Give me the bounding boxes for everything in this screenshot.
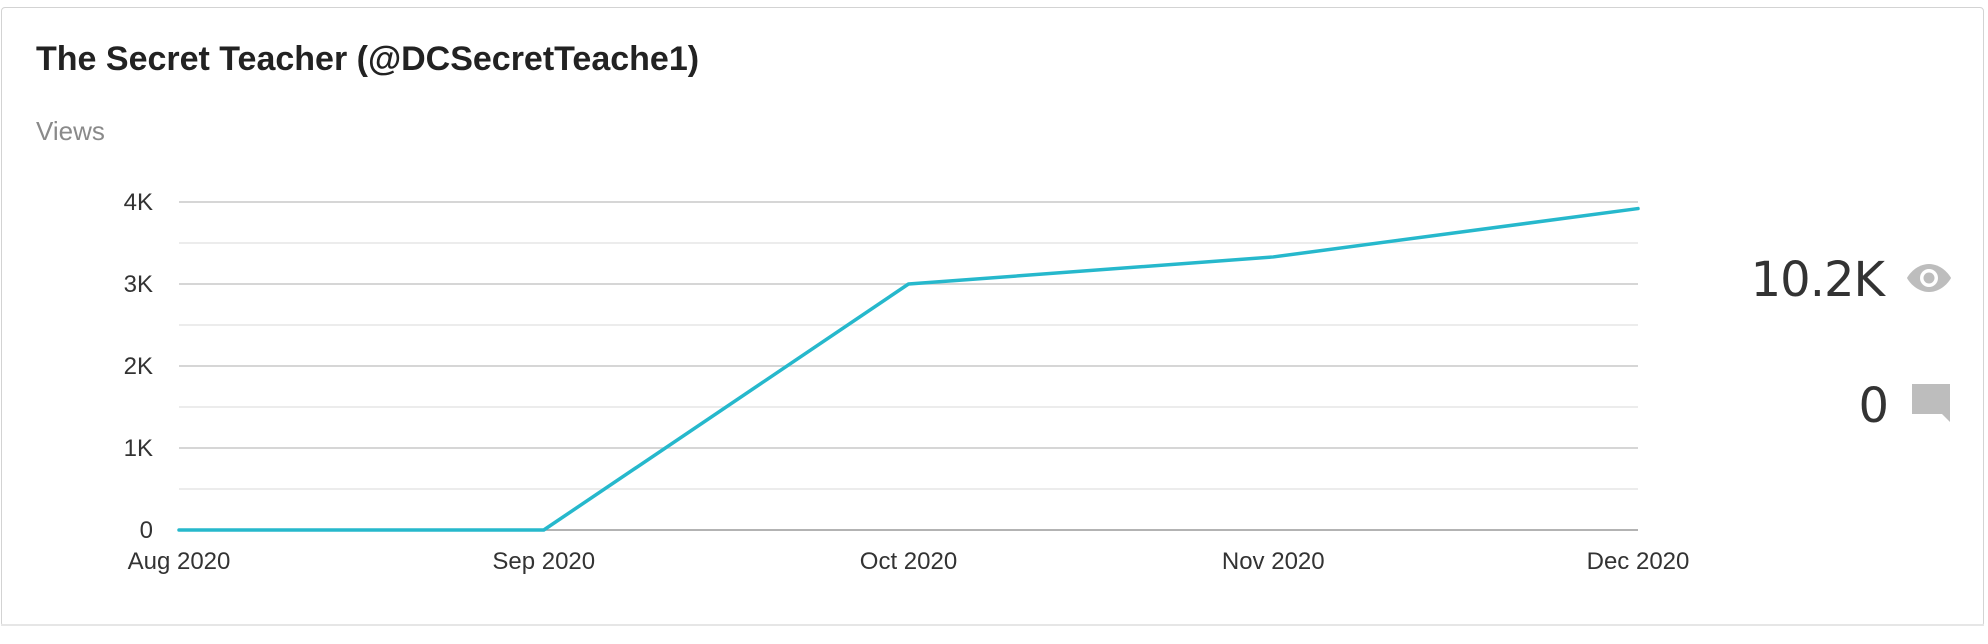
comment-icon (1910, 382, 1952, 431)
x-tick-label: Sep 2020 (492, 548, 595, 575)
next-card-edge (1, 624, 1984, 644)
x-tick-label: Oct 2020 (860, 548, 957, 575)
y-tick-label: 1K (124, 435, 153, 462)
views-count: 10.2K (1751, 252, 1884, 308)
eye-icon (1906, 262, 1952, 299)
views-stat: 10.2K (1751, 252, 1952, 308)
comments-count: 0 (1858, 378, 1888, 434)
y-tick-label: 2K (124, 353, 153, 380)
x-tick-label: Aug 2020 (128, 548, 231, 575)
comments-stat: 0 (1858, 378, 1952, 434)
x-tick-label: Nov 2020 (1222, 548, 1325, 575)
y-tick-label: 3K (124, 271, 153, 298)
x-tick-label: Dec 2020 (1587, 548, 1690, 575)
series-line (179, 209, 1638, 530)
y-tick-label: 0 (140, 517, 153, 544)
y-tick-label: 4K (124, 189, 153, 216)
